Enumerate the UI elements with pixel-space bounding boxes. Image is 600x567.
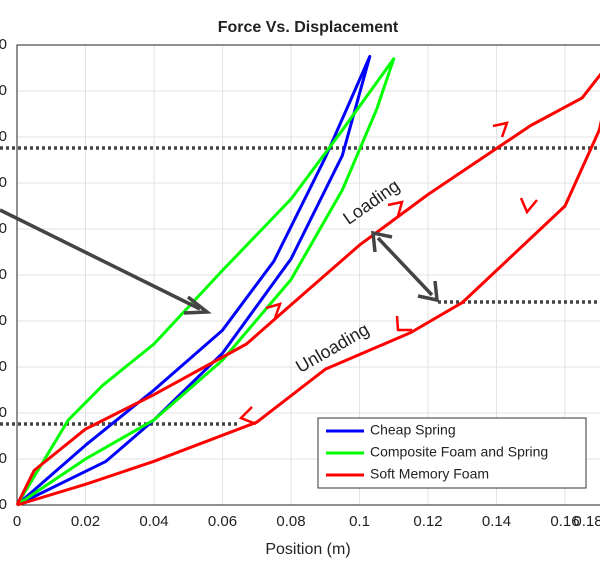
- annotation: Unloading: [292, 319, 372, 377]
- x-tick-label: 0.12: [413, 513, 442, 530]
- y-tick-label: 140: [0, 174, 7, 191]
- series-line: [15, 72, 600, 507]
- legend-label: Cheap Spring: [370, 422, 456, 438]
- arrow-head: [371, 230, 393, 253]
- x-tick-label: 0.02: [71, 513, 100, 530]
- x-tick-label: 0.06: [208, 513, 237, 530]
- x-tick-label: 0.18: [573, 513, 600, 530]
- y-tick-label: 200: [0, 36, 7, 53]
- y-tick-label: 80: [0, 312, 7, 329]
- arrow: [0, 208, 201, 311]
- plot-frame: [16, 44, 600, 506]
- chart-title: Force Vs. Displacement: [218, 19, 399, 36]
- x-tick-label: 0.1: [349, 513, 370, 530]
- y-tick-label: 120: [0, 220, 7, 237]
- arrows: [0, 121, 538, 426]
- y-tick-label: 0: [0, 496, 7, 513]
- arrow: [376, 236, 434, 297]
- arrow-head: [492, 121, 509, 138]
- x-axis-label: Position (m): [265, 541, 350, 558]
- arrow-head: [183, 295, 212, 315]
- x-tick-label: 0: [13, 513, 21, 530]
- arrow-head: [417, 280, 439, 303]
- x-tick-label: 0.14: [482, 513, 511, 530]
- arrow-head: [265, 302, 282, 319]
- legend: Cheap Spring Composite Foam and Spring Sof…: [317, 417, 587, 489]
- arrow-head: [395, 315, 412, 332]
- x-tick-label: 0.04: [139, 513, 168, 530]
- legend-label: Composite Foam and Spring: [370, 444, 548, 460]
- y-tick-label: 60: [0, 358, 7, 375]
- arrow-head: [387, 200, 404, 217]
- y-tick-label: 20: [0, 450, 7, 467]
- series-line: [15, 57, 396, 507]
- y-tick-label: 100: [0, 266, 7, 283]
- x-tick-label: 0.08: [276, 513, 305, 530]
- lines: [15, 55, 600, 507]
- x-tick-label: 0.16: [550, 513, 579, 530]
- y-tick-label: 40: [0, 404, 7, 421]
- y-tick-label: 160: [0, 128, 7, 145]
- arrow-head: [519, 197, 538, 215]
- legend-label: Soft Memory Foam: [370, 466, 489, 482]
- arrow-head: [238, 406, 257, 426]
- y-tick-label: 180: [0, 82, 7, 99]
